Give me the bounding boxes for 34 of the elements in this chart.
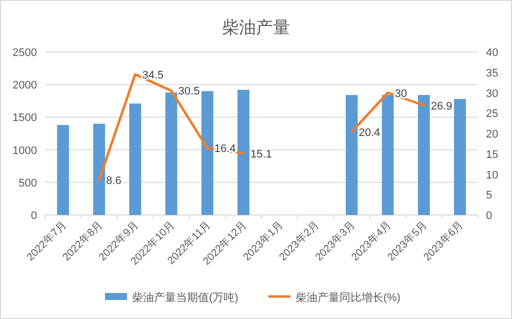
y2-tick-label: 15 [486,148,498,161]
y2-tick-label: 0 [486,210,492,222]
y2-tick-label: 5 [486,190,492,202]
y-tick-label: 1000 [12,144,37,157]
y2-tick-label: 35 [486,67,498,80]
y2-tick-label: 25 [486,108,498,120]
y2-tick-label: 30 [486,88,498,100]
bar [93,124,106,215]
data-label: 30.5 [178,86,200,98]
chart-title: 柴油产量 [222,18,290,37]
y-tick-label: 2500 [12,47,37,59]
legend-label: 柴油产量当期值(万吨) [132,291,238,304]
y-tick-label: 500 [18,177,37,190]
data-label: 8.6 [106,174,122,187]
bar [57,125,69,215]
bar [418,95,430,215]
bar [238,90,250,215]
y-tick-label: 2000 [12,80,37,92]
legend-label: 柴油产量同比增长(%) [295,291,400,304]
data-label: 20.4 [358,126,380,139]
bar [165,92,178,215]
y2-tick-label: 40 [486,47,498,59]
bar [201,91,214,215]
bar [382,95,394,215]
y2-tick-label: 10 [486,169,498,182]
data-label: 15.1 [250,148,272,160]
bar [454,98,466,215]
y-tick-label: 1500 [12,112,37,124]
bar [129,104,142,215]
y2-tick-label: 20 [486,128,498,140]
bar [346,95,358,215]
y-tick-label: 0 [30,210,37,222]
data-label: 26.9 [430,100,452,112]
data-label: 34.5 [142,69,164,82]
